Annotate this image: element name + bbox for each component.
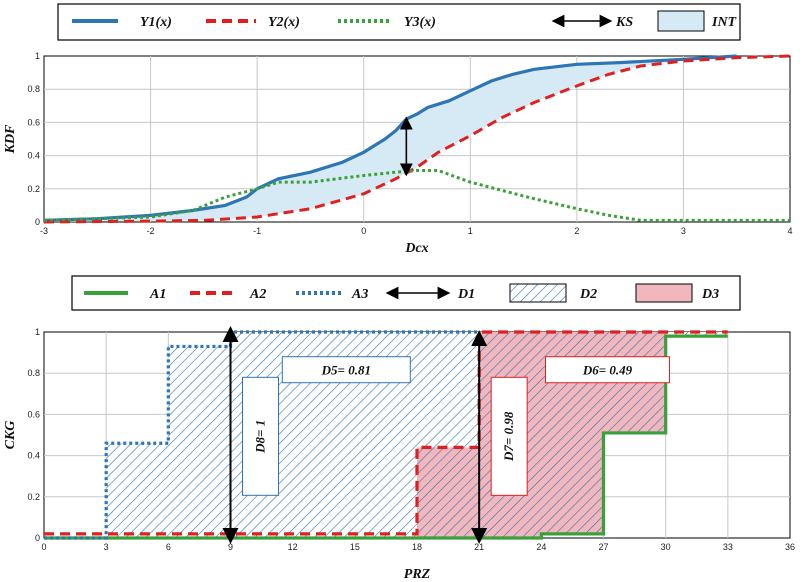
legend-d3-label: D3 xyxy=(701,287,719,302)
y-tick-label: 1 xyxy=(35,51,40,61)
y-axis-label: CKG xyxy=(3,421,18,450)
legend-d3-swatch xyxy=(635,283,693,303)
legend-d2-label: D2 xyxy=(579,287,597,302)
legend-bottom: A1 A2 A3 D1 D2 D3 xyxy=(71,275,741,311)
y-tick-label: 0.6 xyxy=(27,117,40,127)
x-axis-label: PRZ xyxy=(404,567,431,582)
series-line-a2 xyxy=(44,330,728,536)
y-tick-label: 0.8 xyxy=(27,84,40,94)
x-tick-label: 30 xyxy=(661,542,671,552)
int-fill-area xyxy=(44,56,737,222)
y-tick-label: 0.2 xyxy=(27,492,40,502)
x-tick-label: 36 xyxy=(785,542,795,552)
x-tick-label: 0 xyxy=(361,226,366,236)
annotation-label: D5= 0.81 xyxy=(321,363,371,378)
legend-top-box xyxy=(57,3,741,41)
x-tick-label: -3 xyxy=(40,226,48,236)
legend-a2-label: A2 xyxy=(249,287,266,302)
x-axis-label: Dcx xyxy=(404,241,428,256)
x-tick-label: 4 xyxy=(787,226,792,236)
plot-bottom: 0 3 6 9 12 15 18 21 24 27 30 33 3600.20.40.60.81D8= … xyxy=(3,326,795,582)
x-tick-label: 3 xyxy=(681,226,686,236)
plot-top: -3 -2 -1 0 1 2 3 4 0 0.2 0.4 0.6 0.8 1 Dcx KDF xyxy=(3,51,793,256)
annotation-box xyxy=(281,356,411,384)
x-tick-label: 3 xyxy=(104,542,109,552)
x-tick-label: 27 xyxy=(598,542,608,552)
y-tick-label: 0.4 xyxy=(27,451,40,461)
y-tick-label: 0 xyxy=(35,533,40,543)
series-line-a1 xyxy=(44,334,728,540)
x-tick-label: 21 xyxy=(474,542,484,552)
legend-top: Y1(x) Y2(x) Y3(x) KS INT xyxy=(57,3,741,41)
x-tick-label: 6 xyxy=(166,542,171,552)
x-tick-label: 1 xyxy=(468,226,473,236)
y-tick-label: 0.4 xyxy=(27,151,40,161)
legend-y3-label: Y3(x) xyxy=(404,15,436,30)
x-tick-label: 18 xyxy=(412,542,422,552)
y-tick-label: 0.2 xyxy=(27,184,40,194)
legend-y2-label: Y2(x) xyxy=(268,15,300,30)
annotation-box xyxy=(544,356,670,384)
legend-ks-label: KS xyxy=(615,15,633,30)
series-line-y1x xyxy=(43,54,737,222)
y-tick-label: 0 xyxy=(35,217,40,227)
x-tick-label: 9 xyxy=(228,542,233,552)
arrow-label-box xyxy=(242,376,279,496)
y-tick-label: 1 xyxy=(35,327,40,337)
legend-int-label: INT xyxy=(711,15,738,30)
x-tick-label: 24 xyxy=(536,542,546,552)
arrow-label: D8= 1 xyxy=(253,420,268,454)
x-tick-label: 33 xyxy=(723,542,733,552)
legend-a1-label: A1 xyxy=(149,287,166,302)
legend-d2-swatch xyxy=(509,283,567,303)
x-tick-label: -2 xyxy=(147,226,155,236)
legend-d1-label: D1 xyxy=(457,287,475,302)
legend-y1-label: Y1(x) xyxy=(140,15,172,30)
arrow-label-box xyxy=(490,376,528,496)
x-tick-label: 0 xyxy=(41,542,46,552)
annotation-label: D6= 0.49 xyxy=(582,363,633,378)
y-axis-label: KDF xyxy=(3,124,18,154)
legend-a3-label: A3 xyxy=(351,287,368,302)
arrow-label: D7= 0.98 xyxy=(501,411,516,462)
legend-int-swatch xyxy=(657,10,705,32)
y-tick-label: 0.6 xyxy=(27,409,40,419)
x-tick-label: 12 xyxy=(288,542,298,552)
x-tick-label: 15 xyxy=(350,542,360,552)
x-tick-label: 2 xyxy=(574,226,579,236)
x-tick-label: -1 xyxy=(253,226,261,236)
y-tick-label: 0.8 xyxy=(27,368,40,378)
